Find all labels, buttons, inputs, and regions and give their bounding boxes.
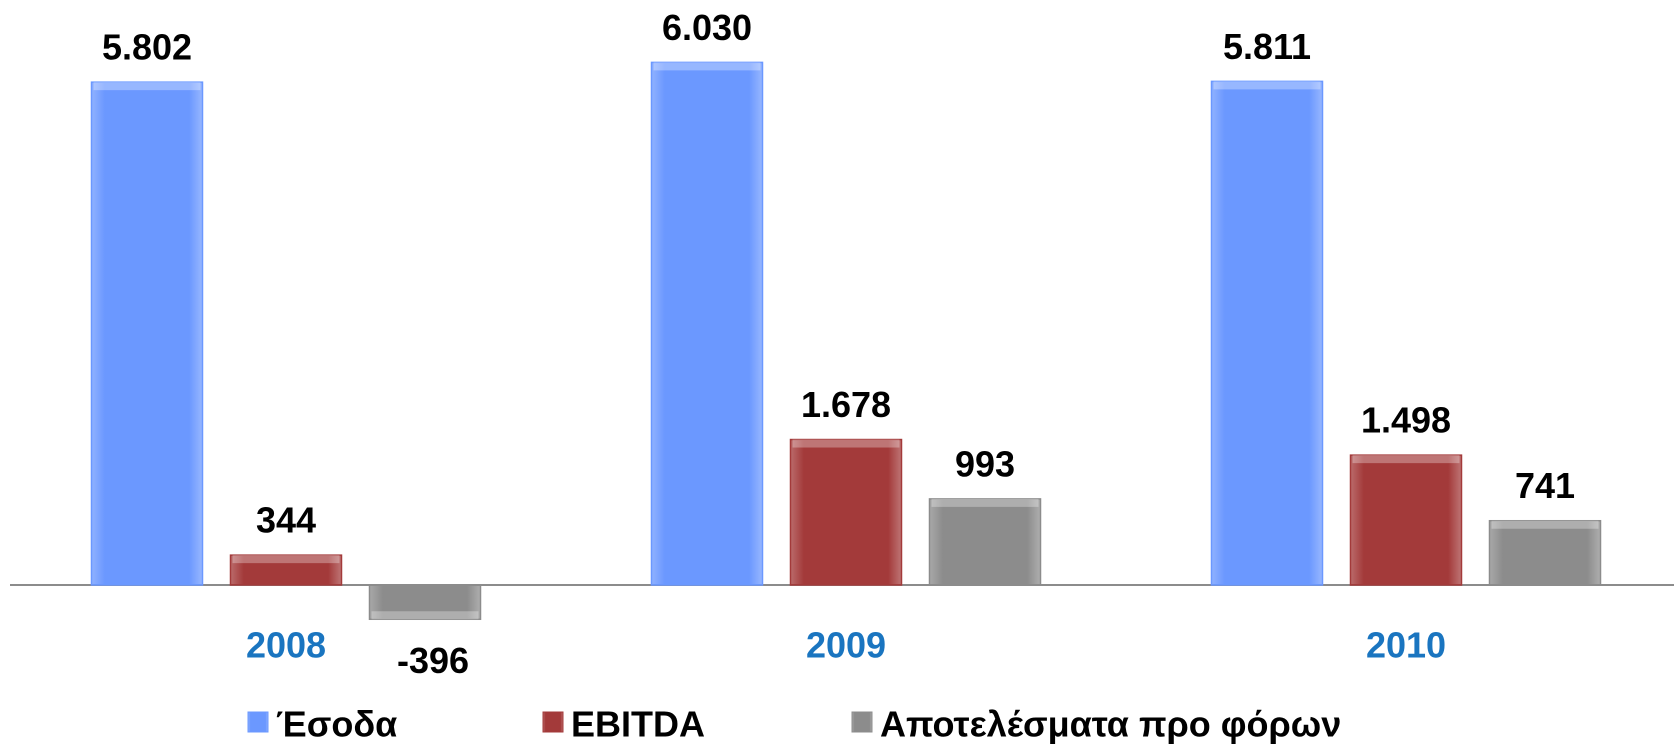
- bar-bevel: [371, 611, 479, 620]
- value-label: -396: [397, 640, 469, 681]
- bar-bevel: [1352, 455, 1460, 464]
- bar-bevel: [1491, 520, 1599, 529]
- value-label: 1.498: [1361, 400, 1451, 441]
- bar: [1349, 454, 1463, 586]
- bar: [90, 81, 204, 586]
- bar-bevel: [653, 62, 761, 71]
- bar-bevel: [1213, 81, 1321, 90]
- legend-swatch: [542, 711, 564, 733]
- bar: [1210, 80, 1324, 586]
- bar-bevel: [792, 439, 900, 448]
- bar-bevel: [232, 555, 340, 564]
- legend-label: Αποτελέσματα προ φόρων: [880, 704, 1341, 745]
- value-label: 993: [955, 443, 1015, 484]
- bar: [229, 554, 343, 586]
- value-label: 6.030: [662, 7, 752, 48]
- legend-label: EBITDA: [571, 704, 705, 745]
- x-tick-label: 2009: [806, 625, 886, 666]
- bar: [650, 61, 764, 586]
- value-label: 1.678: [801, 384, 891, 425]
- value-label: 741: [1515, 465, 1575, 506]
- legend-label: Έσοδα: [276, 704, 397, 745]
- bar-bevel: [93, 82, 201, 91]
- bar: [928, 498, 1042, 586]
- legend-swatch: [247, 711, 269, 733]
- x-tick-label: 2008: [246, 625, 326, 666]
- value-label: 5.802: [102, 27, 192, 68]
- legend-swatch: [851, 711, 873, 733]
- bar: [789, 438, 903, 586]
- bar: [368, 584, 482, 621]
- x-tick-label: 2010: [1366, 625, 1446, 666]
- bar: [1488, 519, 1602, 586]
- value-label: 344: [256, 500, 316, 541]
- bar-bevel: [931, 498, 1039, 507]
- value-label: 5.811: [1223, 26, 1311, 67]
